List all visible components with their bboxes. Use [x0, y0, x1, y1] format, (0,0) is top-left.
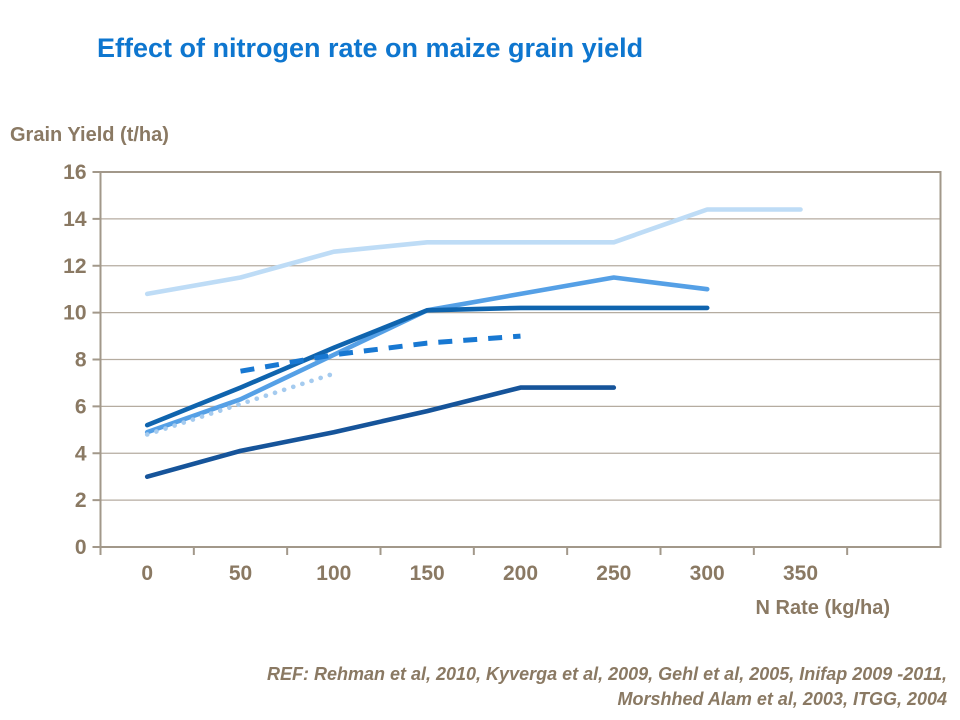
reference-line-2: Morshhed Alam et al, 2003, ITGG, 2004: [617, 689, 947, 709]
x-tick-label-0: 0: [141, 562, 153, 585]
y-tick-label-0: 0: [75, 536, 87, 559]
y-tick-label-8: 8: [75, 349, 87, 372]
y-tick-label-12: 12: [63, 255, 86, 278]
x-tick-label-150: 150: [410, 562, 445, 585]
y-tick-label-6: 6: [75, 395, 87, 418]
y-tick-label-2: 2: [75, 489, 87, 512]
x-tick-label-200: 200: [503, 562, 538, 585]
y-tick-label-14: 14: [63, 208, 87, 231]
series-dark-blue-study-line: [144, 305, 710, 428]
series-navy-study-line: [144, 385, 617, 480]
x-tick-label-250: 250: [596, 562, 631, 585]
x-axis-title: N Rate (kg/ha): [755, 597, 890, 619]
y-tick-label-16: 16: [63, 161, 86, 184]
y-axis-title: Grain Yield (t/ha): [10, 124, 169, 146]
x-tick-label-50: 50: [229, 562, 252, 585]
series-pale-blue-study-line: [144, 207, 803, 297]
reference-footer: REF: Rehman et al, 2010, Kyverga et al, …: [117, 662, 947, 712]
x-tick-label-350: 350: [783, 562, 818, 585]
series-dashed-blue-study-line: [240, 333, 521, 374]
x-tick-label-100: 100: [316, 562, 351, 585]
x-tick-label-300: 300: [690, 562, 725, 585]
series-dotted-light-blue-study-line: [144, 371, 337, 437]
chart-title: Effect of nitrogen rate on maize grain y…: [97, 33, 644, 63]
y-tick-label-10: 10: [63, 302, 86, 325]
y-tick-label-4: 4: [75, 442, 87, 465]
reference-line-1: REF: Rehman et al, 2010, Kyverga et al, …: [266, 664, 947, 684]
